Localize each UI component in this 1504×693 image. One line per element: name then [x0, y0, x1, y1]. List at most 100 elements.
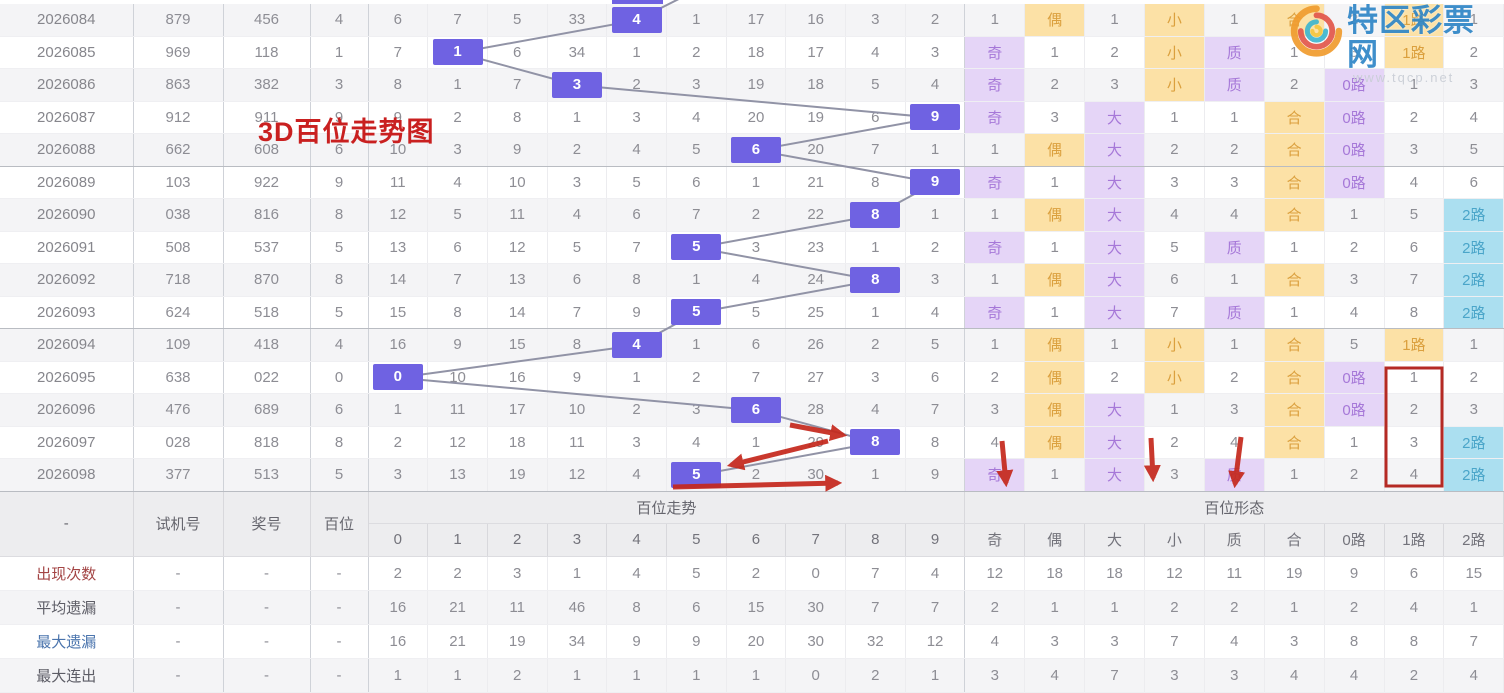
trend-cell: 18 [487, 426, 548, 459]
trial-number-cell: 638 [133, 361, 224, 394]
table-row: 2026096 476 689 6 1 11 17 10 2 3 6 28 4 7 3 偶大 1 3 合 0路 2 3 [0, 393, 1504, 427]
stat-dash-cell: - [223, 556, 311, 591]
trend-cell: 2 [368, 426, 429, 459]
stat-dash-cell: - [223, 658, 311, 693]
stat-form-value: 2 [1204, 590, 1265, 625]
trend-cell: 2 [666, 36, 727, 69]
trend-col-header: 0 [368, 523, 429, 557]
form-col-header: 奇 [964, 523, 1026, 557]
trend-cell: 4 [606, 458, 667, 492]
trend-cell: 7 [845, 133, 906, 167]
trend-cell: 2 [666, 361, 727, 394]
stat-dash-cell: - [223, 624, 311, 659]
stat-form-value: 3 [1024, 624, 1086, 659]
trend-cell: 7 [666, 198, 727, 232]
form-cell: 4 [1144, 198, 1205, 232]
form-cell: 6 [1384, 231, 1445, 264]
stat-trend-value: 0 [785, 556, 846, 591]
form-cell: 大 [1084, 133, 1145, 167]
form-cell: 1 [1324, 426, 1385, 459]
form-cell: 5 [1443, 133, 1504, 167]
trend-cell: 16 [487, 361, 548, 394]
stat-form-value: 7 [1084, 658, 1145, 693]
stat-dash-cell: - [310, 624, 369, 659]
highlighted-digit-box: 8 [850, 429, 901, 456]
period-cell: 2026085 [0, 36, 134, 69]
previous-row-highlight-fragment [612, 0, 663, 4]
trend-cell: 6 [726, 393, 787, 427]
trend-cell: 6 [606, 198, 667, 232]
trend-col-header: 3 [547, 523, 608, 557]
trend-cell: 8 [487, 101, 548, 134]
form-cell: 3 [964, 393, 1026, 427]
trend-col-header: 6 [726, 523, 787, 557]
chart-title-overlay: 3D百位走势图 [258, 117, 435, 147]
trend-cell: 6 [845, 101, 906, 134]
form-cell: 1 [1084, 4, 1145, 37]
trend-cell: 13 [368, 231, 429, 264]
form-cell: 小 [1144, 361, 1205, 394]
form-cell: 3 [1443, 68, 1504, 102]
trend-cell: 6 [726, 133, 787, 167]
form-cell: 偶 [1024, 393, 1086, 427]
trend-cell: 9 [487, 133, 548, 167]
stat-form-value: 4 [1443, 658, 1504, 693]
form-cell: 1 [1264, 458, 1325, 492]
trial-number-cell: 879 [133, 4, 224, 37]
trend-cell: 17 [487, 393, 548, 427]
stat-trend-value: 2 [487, 658, 548, 693]
footer-stat-row: 平均遗漏 - - -16 21 11 46 8 6 15 30 7 7 2 1 1 2 2 1 2 4 1 [0, 590, 1504, 625]
trend-cell: 2 [606, 68, 667, 102]
trend-cell: 3 [905, 36, 966, 69]
stat-form-value: 6 [1384, 556, 1445, 591]
trend-col-header: 9 [905, 523, 966, 557]
form-cell: 8 [1384, 296, 1445, 329]
trend-cell: 33 [547, 4, 608, 37]
stat-dash-cell: - [310, 556, 369, 591]
footer-left-header: 百位 [310, 491, 369, 557]
winning-number-cell: 922 [223, 166, 311, 199]
stat-trend-value: 4 [905, 556, 966, 591]
stat-form-value: 1 [1443, 590, 1504, 625]
winning-number-cell: 382 [223, 68, 311, 102]
trend-cell: 5 [666, 231, 727, 264]
trend-cell: 21 [785, 166, 846, 199]
trend-cell: 9 [905, 101, 966, 134]
hundreds-digit-cell: 8 [310, 426, 369, 459]
highlighted-digit-box: 8 [850, 201, 901, 228]
form-cell: 1 [1024, 458, 1086, 492]
footer-subheader-row: 0 1 2 3 4 5 6 7 8 9 奇偶大小质合 0路 1路 2路 [0, 523, 1504, 557]
period-cell: 2026084 [0, 4, 134, 37]
winning-number-cell: 513 [223, 458, 311, 492]
trend-cell: 3 [606, 426, 667, 459]
form-cell: 1 [1144, 393, 1205, 427]
footer-stat-row: 出现次数 - - -2 2 3 1 4 5 2 0 7 4 12 18 18 12 11 19 9 6 15 [0, 556, 1504, 591]
trend-cell: 6 [726, 328, 787, 362]
form-cell: 奇 [964, 458, 1026, 492]
stat-form-value: 4 [1384, 590, 1445, 625]
stat-trend-value: 12 [905, 624, 966, 659]
form-cell: 1路 [1384, 328, 1445, 362]
form-cell: 2 [1324, 231, 1385, 264]
stat-dash-cell: - [133, 658, 224, 693]
stat-label-blue[interactable]: 最大遗漏 [0, 624, 134, 659]
stat-form-value: 11 [1204, 556, 1265, 591]
form-col-header: 1路 [1384, 523, 1445, 557]
stat-trend-value: 46 [547, 590, 608, 625]
form-cell: 奇 [964, 68, 1026, 102]
form-cell: 2 [1144, 133, 1205, 167]
table-row: 2026086 863 382 3 8 1 7 3 2 3 19 18 5 4 奇 2 3 小质 2 0路 1 3 [0, 68, 1504, 102]
trend-col-header: 5 [666, 523, 727, 557]
trend-cell: 4 [666, 101, 727, 134]
winning-number-cell: 022 [223, 361, 311, 394]
trend-cell: 2 [726, 458, 787, 492]
trend-cell: 4 [726, 263, 787, 297]
trend-cell: 2 [726, 198, 787, 232]
form-cell: 1 [1443, 328, 1504, 362]
trend-cell: 17 [726, 4, 787, 37]
hundreds-digit-cell: 1 [310, 36, 369, 69]
trend-cell: 2 [905, 231, 966, 264]
form-cell: 合 [1264, 426, 1325, 459]
trend-cell: 20 [785, 133, 846, 167]
form-cell: 小 [1144, 4, 1205, 37]
